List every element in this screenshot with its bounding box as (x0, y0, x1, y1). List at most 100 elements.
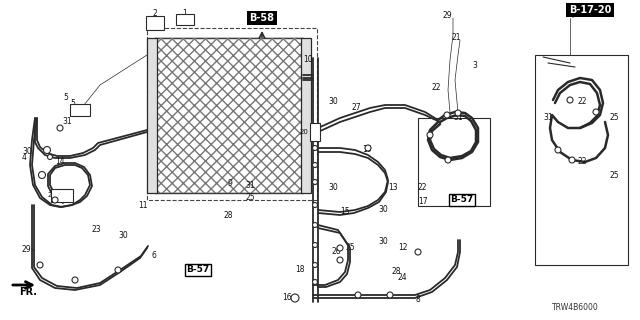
Text: 30: 30 (378, 205, 388, 214)
Text: 27: 27 (352, 103, 362, 113)
Text: 23: 23 (92, 226, 102, 235)
Bar (155, 38, 303, 193)
Circle shape (57, 125, 63, 131)
Circle shape (567, 97, 573, 103)
Circle shape (593, 109, 599, 115)
Text: 17: 17 (418, 197, 428, 206)
Text: FR.: FR. (19, 287, 37, 297)
Text: 14: 14 (55, 157, 65, 166)
Circle shape (312, 243, 317, 247)
Bar (147, 38, 157, 193)
Text: B-57: B-57 (186, 266, 210, 275)
Text: 26: 26 (332, 247, 342, 257)
Text: 30: 30 (118, 230, 128, 239)
Bar (176, 13, 194, 25)
Circle shape (115, 267, 121, 273)
Circle shape (312, 163, 317, 167)
Text: 31: 31 (245, 180, 255, 189)
Circle shape (445, 157, 451, 163)
Text: 29: 29 (22, 245, 31, 254)
Circle shape (355, 292, 361, 298)
Text: 23: 23 (74, 107, 83, 113)
Text: 19: 19 (362, 146, 372, 155)
Text: 5: 5 (70, 99, 76, 108)
Circle shape (415, 249, 421, 255)
Bar (418, 118, 490, 206)
Text: 3: 3 (472, 61, 477, 70)
Bar (535, 55, 628, 265)
Text: 28: 28 (392, 268, 401, 276)
Text: 4: 4 (22, 154, 27, 163)
Circle shape (47, 155, 52, 159)
Text: 8: 8 (415, 295, 420, 305)
Text: 20: 20 (299, 129, 308, 135)
Text: 22: 22 (578, 98, 588, 107)
Circle shape (38, 172, 45, 179)
Text: 25: 25 (245, 194, 255, 203)
Text: 11: 11 (138, 201, 147, 210)
Circle shape (312, 262, 317, 268)
Circle shape (37, 262, 43, 268)
Text: 21: 21 (452, 34, 461, 43)
Text: 22: 22 (432, 84, 442, 92)
Text: 24: 24 (398, 274, 408, 283)
Circle shape (312, 279, 317, 284)
Text: B-17-20: B-17-20 (569, 5, 611, 15)
Circle shape (312, 127, 317, 132)
Text: 10: 10 (303, 55, 313, 65)
Text: 25: 25 (610, 114, 620, 123)
Text: TRW4B6000: TRW4B6000 (552, 303, 598, 313)
Text: 28: 28 (223, 211, 232, 220)
Text: 1: 1 (182, 9, 188, 18)
Bar (310, 123, 320, 141)
Circle shape (387, 292, 393, 298)
Circle shape (555, 147, 561, 153)
Circle shape (312, 203, 317, 207)
Text: 9: 9 (228, 179, 233, 188)
Text: 22: 22 (578, 157, 588, 166)
Text: B-58: B-58 (250, 13, 275, 23)
Text: 18: 18 (295, 266, 305, 275)
Text: 25: 25 (345, 244, 355, 252)
Text: 15: 15 (340, 207, 349, 217)
Circle shape (291, 294, 299, 302)
Circle shape (569, 157, 575, 163)
Bar (70, 104, 90, 116)
Circle shape (427, 132, 433, 138)
Circle shape (72, 277, 78, 283)
Text: 2: 2 (152, 9, 157, 18)
Bar (301, 38, 311, 193)
Text: 7: 7 (570, 11, 575, 20)
Circle shape (52, 197, 58, 203)
Text: 30: 30 (22, 148, 32, 156)
Text: B-57: B-57 (451, 196, 474, 204)
Text: 29: 29 (442, 11, 452, 20)
Text: 31: 31 (543, 114, 552, 123)
Text: 5: 5 (63, 93, 68, 102)
Bar (155, 38, 303, 193)
Text: 30: 30 (328, 183, 338, 193)
Text: 31: 31 (62, 117, 72, 126)
Bar (147, 28, 317, 200)
Text: 22: 22 (418, 183, 428, 193)
Circle shape (337, 245, 343, 251)
Circle shape (312, 180, 317, 185)
Circle shape (444, 112, 450, 118)
Text: 30: 30 (328, 98, 338, 107)
Circle shape (44, 147, 51, 154)
Text: 13: 13 (388, 183, 397, 193)
Text: 6: 6 (152, 251, 157, 260)
Text: 16: 16 (282, 293, 292, 302)
Text: 12: 12 (398, 244, 408, 252)
Circle shape (455, 110, 461, 116)
Bar (51, 188, 73, 202)
Circle shape (312, 146, 317, 150)
Circle shape (312, 222, 317, 228)
Text: 23: 23 (47, 192, 56, 198)
Text: 25: 25 (610, 171, 620, 180)
Circle shape (337, 257, 343, 263)
Text: 30: 30 (378, 237, 388, 246)
Text: 31: 31 (453, 114, 463, 123)
Bar (146, 16, 164, 30)
Circle shape (365, 145, 371, 151)
